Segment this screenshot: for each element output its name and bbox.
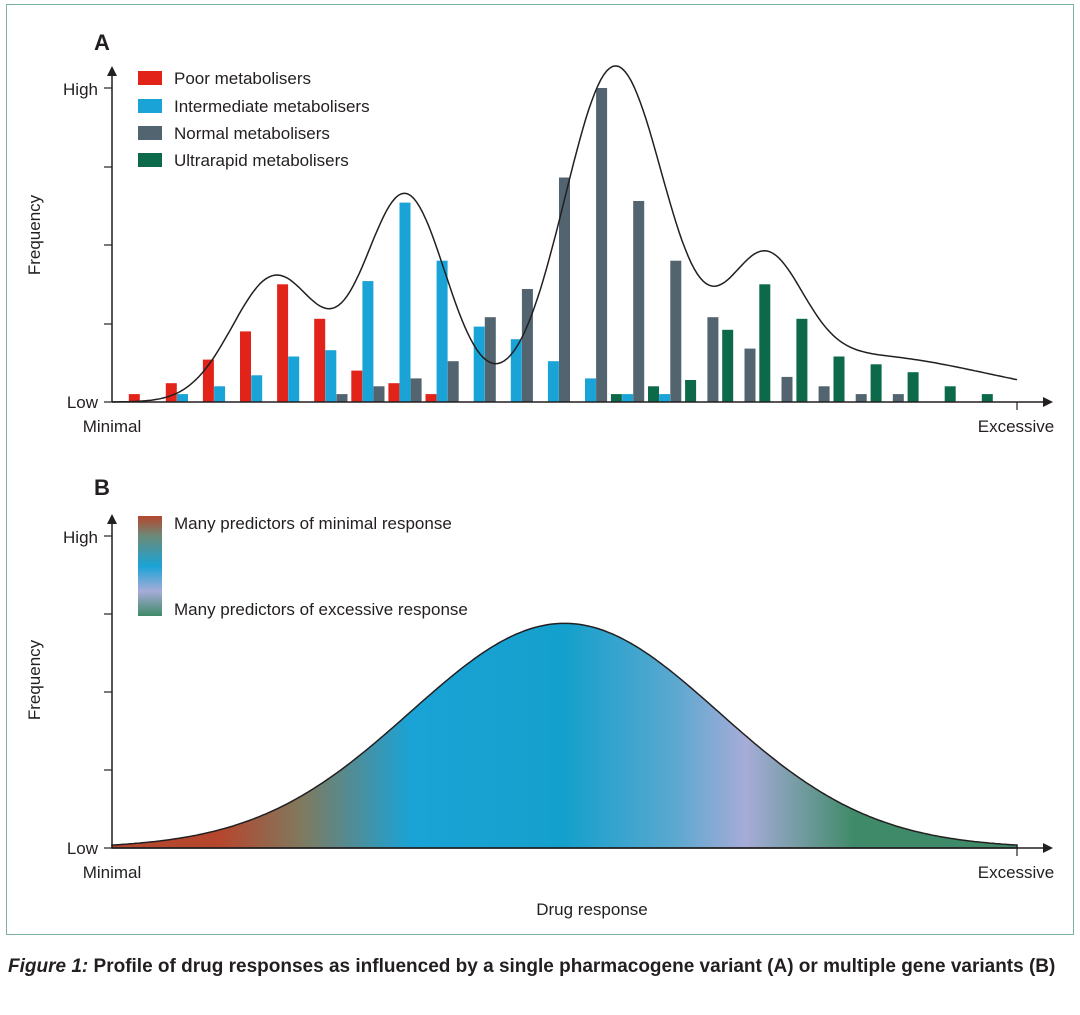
bar-intermediate-metabolisers — [288, 356, 300, 402]
panel-a-xtick-excessive: Excessive — [978, 417, 1055, 436]
bar-intermediate-metabolisers — [473, 326, 485, 402]
bar-normal-metabolisers — [373, 386, 385, 402]
panel-a-xtick-minimal: Minimal — [83, 417, 142, 436]
bar-normal-metabolisers — [855, 394, 867, 402]
bar-intermediate-metabolisers — [622, 394, 634, 402]
bar-poor-metabolisers — [202, 359, 214, 402]
legend-label-excessive-predictors: Many predictors of excessive response — [174, 600, 468, 619]
bar-normal-metabolisers — [781, 376, 793, 402]
bar-normal-metabolisers — [521, 289, 533, 402]
bar-ultrarapid-metabolisers — [870, 364, 882, 402]
bar-poor-metabolisers — [240, 331, 251, 402]
legend-label-minimal-predictors: Many predictors of minimal response — [174, 514, 452, 533]
panel-a-envelope-curve — [111, 65, 1018, 403]
panel-b-label: B — [94, 475, 110, 500]
panel-b-y-ticks — [104, 535, 1018, 856]
bar-normal-metabolisers — [484, 317, 496, 402]
panel-a-bars — [128, 88, 993, 403]
bar-normal-metabolisers — [892, 394, 904, 402]
bar-intermediate-metabolisers — [399, 202, 411, 402]
panel-a-label: A — [94, 30, 110, 55]
bar-normal-metabolisers — [633, 201, 645, 402]
bar-ultrarapid-metabolisers — [907, 372, 919, 402]
bar-intermediate-metabolisers — [547, 361, 559, 402]
legend-label-ultrarapid: Ultrarapid metabolisers — [174, 151, 349, 170]
bar-normal-metabolisers — [818, 386, 830, 402]
panel-b-ytick-high: High — [63, 528, 98, 547]
bar-ultrarapid-metabolisers — [648, 386, 659, 402]
bar-normal-metabolisers — [410, 378, 422, 402]
bar-ultrarapid-metabolisers — [722, 329, 734, 402]
figure-caption: Figure 1: Profile of drug responses as i… — [8, 953, 1068, 980]
bar-ultrarapid-metabolisers — [796, 318, 808, 402]
bar-intermediate-metabolisers — [659, 394, 671, 402]
figure-svg: A High Low Minimal Excessive Frequency P… — [25, 30, 1054, 919]
panel-b-xtick-minimal: Minimal — [83, 863, 142, 882]
bar-normal-metabolisers — [559, 177, 570, 402]
bar-intermediate-metabolisers — [510, 339, 522, 402]
bar-poor-metabolisers — [388, 383, 400, 402]
panel-a-legend: Poor metabolisers Intermediate metabolis… — [138, 69, 370, 170]
bar-normal-metabolisers — [596, 88, 608, 402]
panel-a-y-ticks — [104, 87, 1018, 410]
panel-a-chart: A High Low Minimal Excessive Frequency P… — [25, 30, 1054, 436]
bar-intermediate-metabolisers — [177, 394, 188, 402]
bar-poor-metabolisers — [314, 318, 326, 402]
bar-intermediate-metabolisers — [436, 260, 448, 402]
bar-normal-metabolisers — [744, 348, 756, 402]
bar-intermediate-metabolisers — [251, 375, 263, 402]
bar-poor-metabolisers — [351, 370, 363, 402]
panel-b-xlabel: Drug response — [536, 900, 648, 919]
bar-poor-metabolisers — [425, 394, 437, 402]
panel-b-chart: B High Low Minimal Excessive Frequency D… — [25, 475, 1054, 919]
legend-label-intermediate: Intermediate metabolisers — [174, 97, 370, 116]
panel-b-response-curve — [111, 622, 1018, 849]
bar-ultrarapid-metabolisers — [759, 284, 771, 403]
bar-normal-metabolisers — [707, 317, 719, 402]
legend-swatch-intermediate — [138, 99, 162, 113]
legend-label-poor: Poor metabolisers — [174, 69, 311, 88]
panel-b-ylabel: Frequency — [25, 639, 44, 720]
gradient-legend-bar — [138, 516, 162, 616]
bar-intermediate-metabolisers — [214, 386, 226, 402]
legend-swatch-poor — [138, 71, 162, 85]
bar-poor-metabolisers — [165, 383, 177, 402]
bar-normal-metabolisers — [447, 361, 459, 402]
bar-intermediate-metabolisers — [362, 281, 374, 402]
bar-ultrarapid-metabolisers — [981, 394, 993, 402]
bar-ultrarapid-metabolisers — [610, 394, 622, 402]
figure-frame — [6, 4, 1074, 935]
bar-intermediate-metabolisers — [325, 350, 337, 402]
bar-poor-metabolisers — [277, 284, 289, 403]
bar-intermediate-metabolisers — [585, 378, 596, 402]
panel-a-ytick-low: Low — [67, 393, 99, 412]
caption-label: Figure 1: — [8, 956, 89, 977]
bar-ultrarapid-metabolisers — [944, 386, 956, 402]
bar-normal-metabolisers — [670, 260, 682, 402]
panel-b-legend: Many predictors of minimal response Many… — [138, 514, 468, 619]
panel-b-ytick-low: Low — [67, 839, 99, 858]
bar-poor-metabolisers — [128, 394, 140, 402]
bar-ultrarapid-metabolisers — [685, 380, 697, 402]
bar-ultrarapid-metabolisers — [833, 356, 845, 402]
caption-text: Profile of drug responses as influenced … — [93, 956, 1056, 977]
legend-swatch-ultrarapid — [138, 153, 162, 167]
panel-b-xtick-excessive: Excessive — [978, 863, 1055, 882]
bar-normal-metabolisers — [336, 394, 348, 402]
legend-swatch-normal — [138, 126, 162, 140]
panel-a-ylabel: Frequency — [25, 194, 44, 275]
panel-a-ytick-high: High — [63, 80, 98, 99]
legend-label-normal: Normal metabolisers — [174, 124, 330, 143]
